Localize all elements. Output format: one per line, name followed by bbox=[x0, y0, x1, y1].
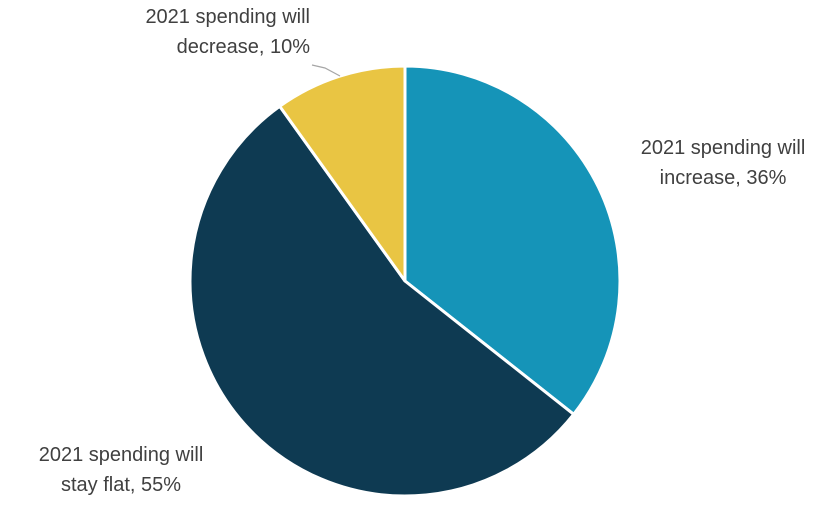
slice-label-decrease: 2021 spending will decrease, 10% bbox=[88, 2, 310, 62]
slice-increase bbox=[403, 64, 622, 416]
slice-decrease bbox=[278, 64, 407, 283]
pie-slices bbox=[188, 64, 622, 498]
slice-label-increase-line2: increase, 36% bbox=[659, 167, 787, 189]
slice-stay-flat bbox=[188, 104, 576, 498]
slice-label-stay-flat-line1: 2021 spending will bbox=[38, 444, 204, 466]
slice-label-decrease-line1: 2021 spending will bbox=[145, 6, 310, 28]
leader-line-decrease bbox=[311, 64, 341, 77]
slice-label-increase: 2021 spending will increase, 36% bbox=[612, 133, 834, 193]
slice-label-decrease-line2: decrease, 10% bbox=[176, 36, 310, 58]
slice-label-increase-line1: 2021 spending will bbox=[640, 137, 806, 159]
slice-label-stay-flat: 2021 spending will stay flat, 55% bbox=[8, 440, 234, 500]
slice-label-stay-flat-line2: stay flat, 55% bbox=[60, 474, 182, 496]
